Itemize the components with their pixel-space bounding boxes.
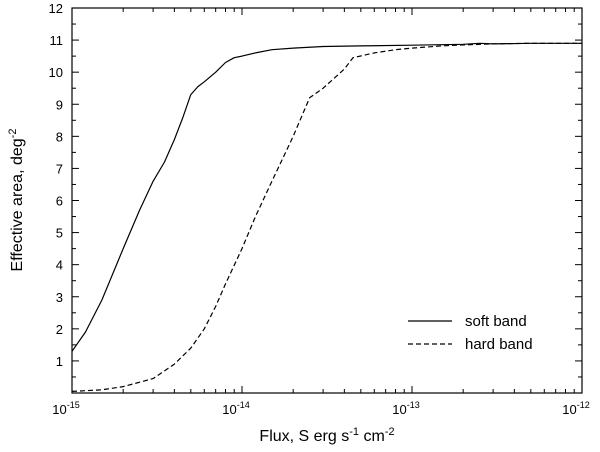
y-tick-label: 8 [56,129,63,144]
y-tick-label: 5 [56,226,63,241]
y-tick-label: 2 [56,322,63,337]
x-tick-label: 10-15 [52,400,79,417]
y-tick-label: 6 [56,194,63,209]
y-tick-label: 9 [56,97,63,112]
y-tick-label: 7 [56,161,63,176]
legend: soft band hard band [408,313,533,353]
x-tick-label: 10-14 [222,400,249,417]
legend-label-soft-band: soft band [465,313,527,330]
series-line-soft-band [71,42,582,352]
x-axis-label: Flux, S erg s-1 cm-2 [259,426,394,445]
x-tick-label: 10-13 [392,400,419,417]
series-line-hard-band [71,42,582,392]
y-tick-label: 4 [56,258,63,273]
y-tick-label: 12 [49,1,63,16]
y-axis-label: Effective area, deg-2 [7,129,26,272]
y-tick-label: 3 [56,290,63,305]
y-tick-label: 11 [50,33,64,48]
x-tick-label: 10-12 [562,400,589,417]
legend-label-hard-band: hard band [465,336,533,353]
y-tick-label: 10 [49,65,63,80]
y-tick-label: 1 [56,354,63,369]
series-lines [71,42,582,392]
